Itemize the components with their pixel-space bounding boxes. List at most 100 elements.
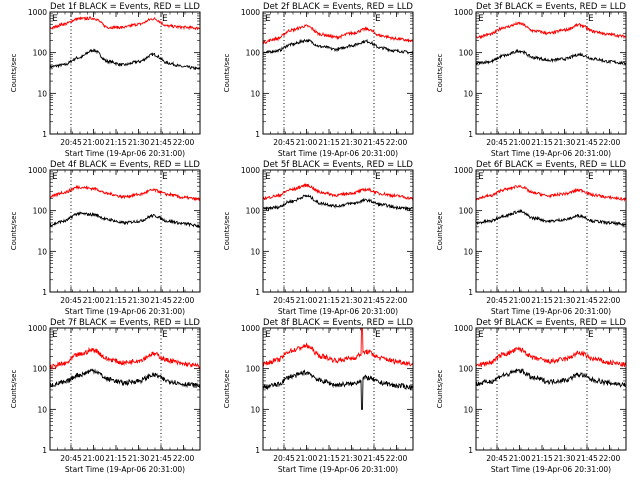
- x-tick-label: 21:30: [554, 296, 576, 305]
- y-tick-label: 1: [468, 288, 473, 297]
- x-axis-label: Start Time (19-Apr-06 20:31:00): [65, 465, 185, 474]
- lld-series-line: [262, 327, 414, 367]
- y-tick-label: 10: [463, 89, 473, 98]
- plot-frame: [49, 11, 201, 135]
- y-tick-label: 10: [37, 405, 47, 414]
- x-axis-label: Start Time (19-Apr-06 20:31:00): [278, 149, 398, 158]
- plot-frame: [475, 169, 627, 293]
- lld-series-line: [475, 21, 627, 40]
- lld-series-line: [262, 23, 414, 45]
- flag-mark-right: E: [162, 330, 168, 340]
- events-series-line: [262, 194, 414, 212]
- y-tick-label: 100: [246, 49, 261, 58]
- y-tick-label: 1000: [454, 8, 473, 17]
- x-tick-label: 22:00: [173, 138, 195, 147]
- y-axis-label: Counts/sec: [10, 370, 18, 409]
- y-tick-label: 1000: [241, 324, 260, 333]
- y-tick-label: 10: [463, 405, 473, 414]
- detector-plot-1: Det 1f BLACK = Events, RED = LLD Counts/s…: [10, 2, 201, 158]
- flag-mark-right: E: [588, 172, 594, 182]
- x-tick-label: 21:15: [318, 296, 340, 305]
- x-tick-label: 21:15: [318, 138, 340, 147]
- y-tick-label: 1: [255, 130, 260, 139]
- events-series-line: [49, 368, 201, 389]
- x-tick-label: 21:15: [531, 296, 553, 305]
- y-tick-label: 1: [42, 288, 47, 297]
- y-tick-label: 10: [250, 247, 260, 256]
- plot-title: Det 6f BLACK = Events, RED = LLD: [476, 160, 626, 170]
- x-tick-label: 21:00: [509, 138, 531, 147]
- flag-mark-right: E: [375, 14, 381, 24]
- x-tick-label: 21:30: [341, 454, 363, 463]
- events-series-line: [49, 211, 201, 229]
- plot-frame: [262, 11, 414, 135]
- y-axis-label: Counts/sec: [10, 54, 18, 93]
- lld-series-line: [262, 183, 414, 201]
- plot-frame: [49, 327, 201, 451]
- flag-mark-left: E: [265, 14, 271, 24]
- lld-series-line: [49, 16, 201, 31]
- x-axis-label: Start Time (19-Apr-06 20:31:00): [491, 307, 611, 316]
- x-tick-label: 22:00: [599, 296, 621, 305]
- x-tick-label: 20:45: [486, 296, 508, 305]
- flag-mark-left: E: [52, 172, 58, 182]
- x-tick-label: 21:00: [83, 138, 105, 147]
- y-tick-label: 1000: [454, 324, 473, 333]
- plot-title: Det 2f BLACK = Events, RED = LLD: [263, 2, 413, 12]
- y-tick-label: 1: [255, 446, 260, 455]
- x-tick-label: 20:45: [273, 454, 295, 463]
- plot-frame: [475, 327, 627, 451]
- x-tick-label: 21:45: [150, 296, 172, 305]
- plot-frame: [49, 169, 201, 293]
- x-tick-label: 21:15: [531, 454, 553, 463]
- x-tick-label: 21:45: [576, 296, 598, 305]
- x-tick-label: 20:45: [60, 454, 82, 463]
- plot-frame: [262, 327, 414, 451]
- detector-plot-3: Det 3f BLACK = Events, RED = LLD Counts/s…: [436, 2, 627, 158]
- x-tick-label: 20:45: [273, 138, 295, 147]
- events-series-line: [475, 208, 627, 228]
- plot-title: Det 5f BLACK = Events, RED = LLD: [263, 160, 413, 170]
- flag-mark-right: E: [588, 330, 594, 340]
- x-tick-label: 21:30: [128, 454, 150, 463]
- y-tick-label: 10: [463, 247, 473, 256]
- detector-plot-6: Det 6f BLACK = Events, RED = LLD Counts/s…: [436, 160, 627, 316]
- y-tick-label: 1000: [241, 166, 260, 175]
- y-tick-label: 100: [33, 207, 48, 216]
- y-tick-label: 100: [459, 207, 474, 216]
- x-axis-label: Start Time (19-Apr-06 20:31:00): [278, 465, 398, 474]
- y-tick-label: 1000: [28, 166, 47, 175]
- x-tick-label: 22:00: [386, 454, 408, 463]
- x-tick-label: 20:45: [60, 296, 82, 305]
- x-tick-label: 21:45: [363, 296, 385, 305]
- x-tick-label: 21:30: [128, 296, 150, 305]
- x-tick-label: 20:45: [273, 296, 295, 305]
- flag-mark-left: E: [52, 14, 58, 24]
- y-tick-label: 1000: [28, 324, 47, 333]
- y-tick-label: 10: [250, 405, 260, 414]
- plot-title: Det 4f BLACK = Events, RED = LLD: [50, 160, 200, 170]
- x-tick-label: 21:15: [531, 138, 553, 147]
- events-series-line: [475, 368, 627, 388]
- plot-title: Det 9f BLACK = Events, RED = LLD: [476, 318, 626, 328]
- x-tick-label: 21:45: [576, 138, 598, 147]
- y-tick-label: 10: [37, 89, 47, 98]
- flag-mark-right: E: [588, 14, 594, 24]
- x-tick-label: 21:15: [318, 454, 340, 463]
- y-tick-label: 100: [246, 365, 261, 374]
- y-tick-label: 10: [37, 247, 47, 256]
- flag-mark-left: E: [52, 330, 58, 340]
- flag-mark-left: E: [478, 330, 484, 340]
- flag-mark-right: E: [375, 330, 381, 340]
- flag-mark-right: E: [162, 172, 168, 182]
- flag-mark-left: E: [478, 14, 484, 24]
- y-tick-label: 1: [42, 130, 47, 139]
- y-tick-label: 100: [246, 207, 261, 216]
- x-tick-label: 21:30: [341, 138, 363, 147]
- events-series-line: [262, 369, 414, 410]
- flag-mark-left: E: [478, 172, 484, 182]
- detector-plot-4: Det 4f BLACK = Events, RED = LLD Counts/s…: [10, 160, 201, 316]
- y-tick-label: 1000: [454, 166, 473, 175]
- plot-frame: [475, 11, 627, 135]
